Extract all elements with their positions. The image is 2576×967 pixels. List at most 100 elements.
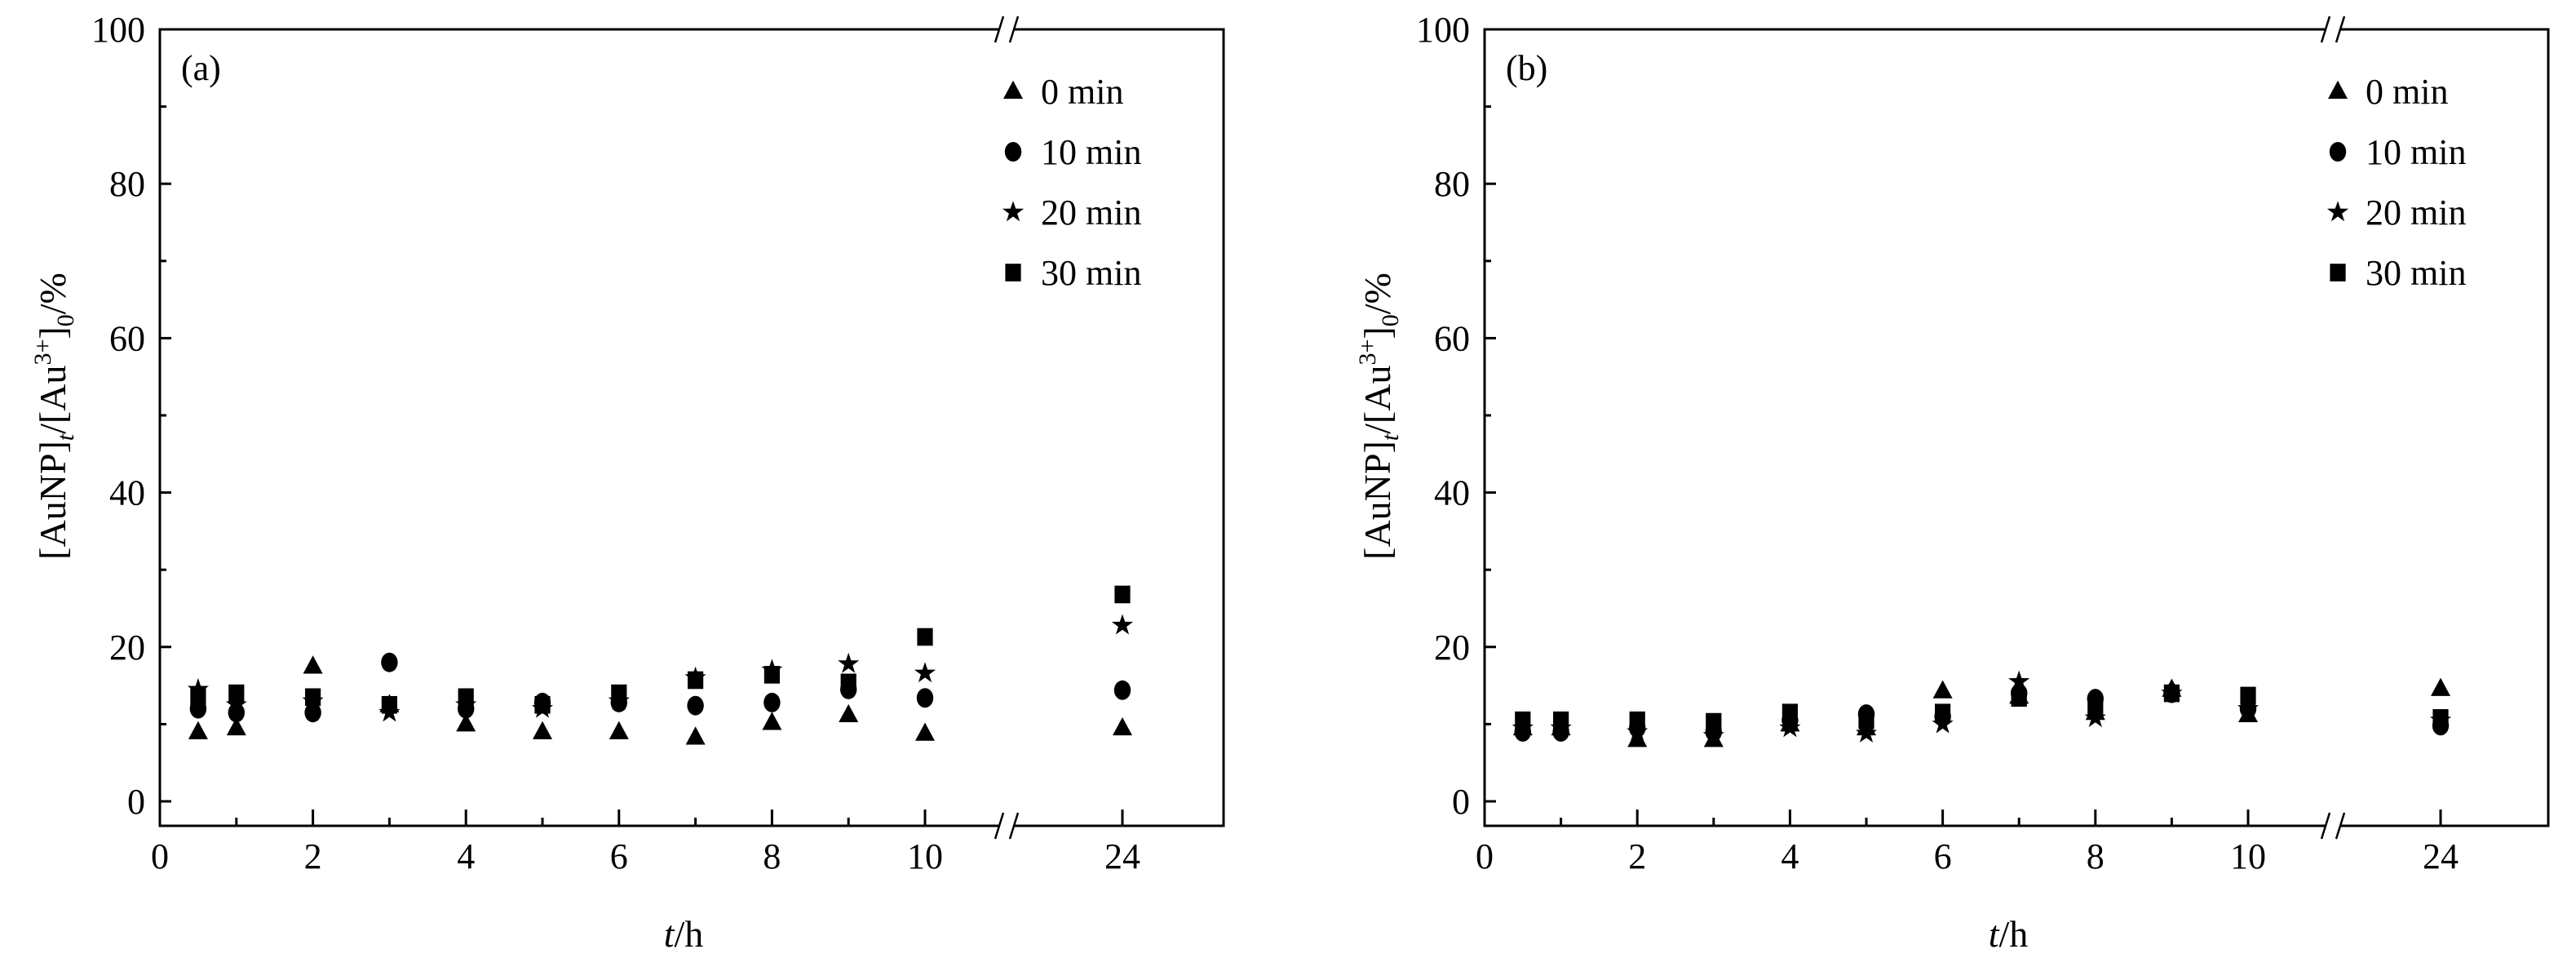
axis-break-mark <box>1008 812 1020 840</box>
data-point-square <box>190 688 206 707</box>
series-30-min <box>1515 684 2449 731</box>
data-point-square <box>917 628 933 646</box>
legend: 0 min 10 min 20 min 30 min <box>1002 72 1141 293</box>
y-axis-label: [AuNP]t/[Au3+]0/% <box>29 273 79 560</box>
data-point-square <box>1935 703 1951 722</box>
y-tick-label: 100 <box>1416 10 1470 50</box>
data-point-square <box>1782 703 1798 722</box>
data-point-circle <box>916 688 934 708</box>
data-point-star <box>1627 721 1649 741</box>
data-point-square <box>534 695 551 714</box>
series-20-min <box>1512 670 2452 745</box>
legend-label: 0 min <box>1041 72 1123 112</box>
x-tick-label: 10 <box>907 836 943 876</box>
series-0-min <box>188 655 1132 745</box>
axis-break-gap <box>1000 823 1013 829</box>
y-tick-label: 20 <box>1434 628 1470 668</box>
y-tick-label: 20 <box>109 628 145 668</box>
legend-marker-circle <box>1004 142 1022 162</box>
legend-marker-star <box>1002 201 1025 222</box>
data-point-square <box>1629 711 1645 730</box>
y-tick-label: 80 <box>1434 164 1470 204</box>
series-10-min <box>189 652 1131 723</box>
axis-break-mark <box>2335 812 2346 840</box>
x-tick-label: 0 <box>151 836 169 876</box>
legend-label: 10 min <box>2366 132 2466 172</box>
legend-label: 20 min <box>1041 193 1141 233</box>
x-tick-label: 6 <box>610 836 628 876</box>
data-point-star <box>838 652 860 673</box>
axis-break-mark <box>994 812 1005 840</box>
data-point-square <box>2087 699 2104 718</box>
data-point-triangle <box>685 726 706 745</box>
data-point-triangle <box>303 655 323 674</box>
legend: 0 min 10 min 20 min 30 min <box>2326 72 2466 293</box>
data-point-star <box>1779 716 1801 738</box>
y-tick-label: 40 <box>109 473 145 513</box>
axis-break-gap <box>2326 823 2339 829</box>
x-axis-label: t/h <box>1989 913 2029 955</box>
data-point-star <box>1111 614 1134 635</box>
data-point-triangle <box>533 721 552 739</box>
y-axis-label-p3: ] <box>1357 326 1398 339</box>
y-axis-label-p2: /[Au <box>32 366 73 434</box>
y-axis-label-p1: [AuNP] <box>32 441 73 560</box>
data-point-circle <box>764 692 781 712</box>
axis-break-gap <box>1000 26 1013 33</box>
data-point-triangle <box>1627 729 1648 747</box>
data-point-square <box>2432 709 2449 727</box>
series-0-min <box>1512 677 2450 747</box>
x-tick-label: 24 <box>2423 836 2459 876</box>
data-point-square <box>2163 684 2180 703</box>
y-tick-label: 100 <box>91 10 145 50</box>
legend-label: 20 min <box>2366 193 2466 233</box>
legend-marker-square <box>1005 264 1021 282</box>
x-tick-label: 4 <box>457 836 475 876</box>
series-10-min <box>1514 683 2450 742</box>
x-tick-label: 0 <box>1476 836 1494 876</box>
data-point-square <box>611 684 627 703</box>
y-tick-label: 60 <box>1434 318 1470 358</box>
x-tick-label: 10 <box>2230 836 2266 876</box>
y-tick-label: 0 <box>1452 782 1470 822</box>
legend-marker-star <box>2326 201 2349 222</box>
data-point-square <box>1706 712 1722 731</box>
data-point-triangle <box>1113 716 1132 736</box>
x-tick-label: 24 <box>1104 836 1140 876</box>
y-axis-label-sub1: t <box>52 433 79 441</box>
data-point-square <box>458 688 474 707</box>
x-axis-label-unit: /h <box>675 913 704 955</box>
data-point-triangle <box>839 703 859 723</box>
axis-break-gap <box>2326 26 2339 33</box>
legend-label: 10 min <box>1041 132 1141 172</box>
y-axis-label-p2: /[Au <box>1357 366 1398 434</box>
data-point-star <box>914 662 936 683</box>
y-axis-label: [AuNP]t/[Au3+]0/% <box>1354 273 1404 560</box>
legend-marker-triangle <box>1003 80 1023 99</box>
axis-break-mark <box>1008 16 1020 43</box>
data-point-triangle <box>609 721 629 739</box>
data-point-triangle <box>456 713 476 732</box>
y-tick-label: 80 <box>109 164 145 204</box>
data-point-triangle <box>762 712 782 730</box>
x-tick-label: 8 <box>2087 836 2105 876</box>
x-tick-label: 2 <box>1628 836 1646 876</box>
x-tick-label: 6 <box>1934 836 1952 876</box>
series-20-min <box>187 614 1134 722</box>
data-point-star <box>1702 724 1724 745</box>
data-point-triangle <box>915 722 935 741</box>
data-point-square <box>2240 686 2256 705</box>
x-tick-label: 2 <box>304 836 322 876</box>
axis-break-mark <box>994 16 1005 43</box>
legend-label: 30 min <box>1041 253 1141 293</box>
data-point-square <box>1858 711 1874 730</box>
data-point-triangle <box>188 721 208 739</box>
data-point-square <box>1114 585 1131 604</box>
data-point-square <box>305 688 321 707</box>
y-axis-label-sup: 3+ <box>29 339 56 366</box>
data-point-square <box>1515 711 1531 730</box>
y-axis-label-sub2: 0 <box>1377 314 1404 326</box>
